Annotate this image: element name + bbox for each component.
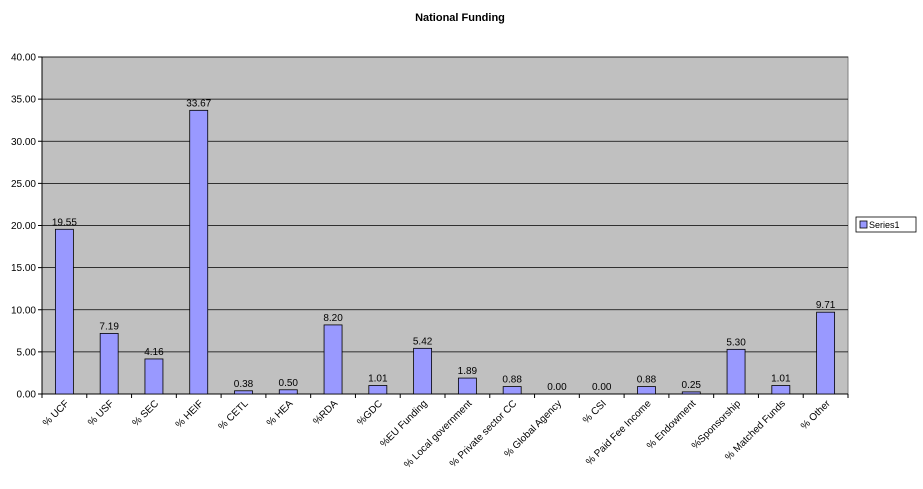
legend-box [855,216,917,233]
y-tick-label: 30.00 [11,137,36,148]
bar [681,391,701,395]
data-label: 0.88 [637,375,657,386]
data-label: 5.42 [413,336,433,347]
bars [54,109,836,395]
bar [502,386,522,395]
bar [323,324,343,395]
y-tick-label: 5.00 [17,347,37,358]
data-label: 0.38 [234,379,254,390]
x-tick-label: % CSI [581,398,609,426]
data-label: 5.30 [726,337,746,348]
data-label: 7.19 [99,321,119,332]
x-tick-label: % UCF [41,398,72,429]
y-axis: 0.00 5.00 10.00 15.00 20.00 25.00 30.00 35.00 40… [11,53,43,401]
data-label: 4.16 [144,347,164,358]
bar [413,347,433,395]
legend-swatch [859,220,868,229]
bar [234,390,253,395]
y-tick-label: 15.00 [11,263,36,274]
bar [368,385,388,395]
data-label: 0.88 [502,375,522,386]
y-tick-label: 20.00 [11,221,36,232]
x-tick-label: %RDA [311,398,340,427]
data-label: 9.71 [816,300,836,311]
data-label: 33.67 [186,98,211,109]
data-label: 1.01 [771,373,791,384]
y-tick-label: 35.00 [11,95,36,106]
x-tick-label: % HEA [265,398,296,429]
y-tick-label: 25.00 [11,179,36,190]
gridlines [42,56,848,353]
bar [189,109,209,395]
data-label: 0.25 [682,380,702,391]
data-label: 0.00 [547,382,567,393]
data-labels: 19.55 7.19 4.16 33.67 0.38 0.50 8.20 1.01 5.42 1.… [52,98,836,393]
bar [726,348,746,395]
legend-label: Series1 [869,220,900,230]
x-tick-label: % Other [799,398,833,432]
chart-title: National Funding [415,12,505,24]
y-tick-label: 0.00 [17,390,37,401]
x-tick-label: % USF [86,398,116,428]
x-tick-label: % CETL [217,398,251,432]
data-label: 19.55 [52,217,77,228]
x-tick-label: %GDC [355,398,385,428]
bar [54,228,74,395]
bar [637,386,656,395]
x-tick-label: % SEC [130,398,161,429]
bar [144,358,164,395]
bar [457,377,477,395]
bar [816,311,836,395]
legend: Series1 [855,216,917,233]
bar [771,385,791,395]
data-label: 1.01 [368,373,388,384]
y-tick-label: 40.00 [11,53,36,64]
data-label: 1.89 [458,366,478,377]
data-label: 0.50 [279,378,299,389]
bar [278,389,298,395]
x-axis: % UCF % USF % SEC % HEIF % CETL % HEA %RDA %GDC… [41,393,849,471]
x-tick-label: % HEIF [174,398,206,430]
bar [99,333,119,395]
data-label: 8.20 [323,313,343,324]
y-tick-label: 10.00 [11,305,36,316]
data-label: 0.00 [592,382,612,393]
